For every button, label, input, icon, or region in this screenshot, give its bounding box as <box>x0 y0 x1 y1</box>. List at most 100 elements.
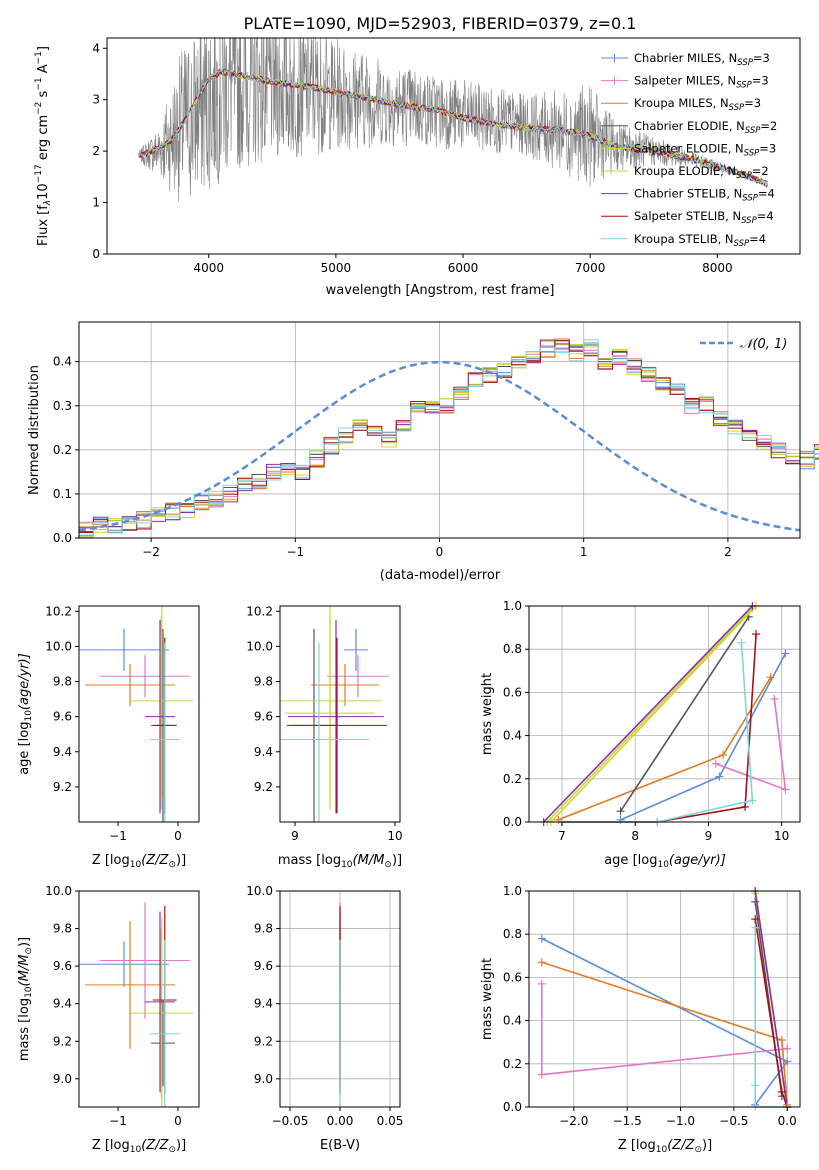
y-tick-label: 2 <box>92 144 100 158</box>
y-tick-label: 9.0 <box>53 1072 72 1086</box>
y-tick-label: 9.2 <box>53 1034 72 1048</box>
age-vs-mass-panel: 9 10 9.2 9.4 9.6 9.8 10.0 10.2 mass [log10(M/M⊙… <box>246 604 402 870</box>
y-tick-label: 0.4 <box>503 1014 522 1028</box>
normal-distribution-curve <box>78 360 801 532</box>
legend-label: Kroupa MILES, NSSP=3 <box>634 96 761 113</box>
legend-label-value: =2 <box>760 119 777 133</box>
y-tick-label: 9.6 <box>254 710 273 724</box>
legend-label: Salpeter STELIB, NSSP=4 <box>634 209 774 226</box>
y-tick-label: 10.2 <box>246 604 273 618</box>
legend-label-sub: SSP <box>741 216 757 226</box>
x-tick-label: 5000 <box>321 261 352 275</box>
x-tick-label: 4000 <box>193 261 224 275</box>
x-tick-label: 0.0 <box>778 1114 797 1128</box>
legend-label-value: =4 <box>757 209 774 223</box>
weight-line-chabrier-stelib <box>754 890 788 1108</box>
y-tick-label: 10.0 <box>246 884 273 898</box>
x-tick-label: 6000 <box>448 261 479 275</box>
x-tick-label: −1.0 <box>666 1114 695 1128</box>
mass-vs-Z-x-label: Z [log10(Z/Z⊙)] <box>92 1138 186 1155</box>
legend-label: Chabrier STELIB, NSSP=4 <box>634 187 775 204</box>
y-tick-label: 10.0 <box>45 884 72 898</box>
legend-label-value: =3 <box>744 96 761 110</box>
legend-label-value: =3 <box>752 74 769 88</box>
weight-vs-Z-frame <box>528 890 801 1108</box>
y-tick-label: 0.2 <box>503 772 522 786</box>
mass-vs-EBV-x-label: E(B-V) <box>320 1138 360 1153</box>
x-tick-label: 7 <box>558 829 566 843</box>
y-tick-label: 1.0 <box>503 599 522 613</box>
age-vs-Z-y-label: age [log10(age/yr)] <box>17 653 34 775</box>
y-tick-label: 0.4 <box>503 729 522 743</box>
spectrum-axes-frame <box>106 37 801 255</box>
legend-label-name: Kroupa STELIB, N <box>634 232 734 246</box>
legend-label: Chabrier ELODIE, NSSP=2 <box>634 119 777 136</box>
y-tick-label: 9.6 <box>53 959 72 973</box>
x-tick-label: −1 <box>109 1114 127 1128</box>
x-tick-label: 2 <box>724 545 732 559</box>
y-tick-label: 0.6 <box>503 970 522 984</box>
weight-vs-age-y-label: mass weight <box>480 673 495 755</box>
weight-line-chabrier-elodie <box>619 616 750 812</box>
y-tick-label: 9.2 <box>53 780 72 794</box>
y-tick-label: 0.8 <box>503 642 522 656</box>
y-tick-label: 1.0 <box>503 884 522 898</box>
y-tick-label: 3 <box>92 93 100 107</box>
age-vs-Z-x-label: Z [log10(Z/Z⊙)] <box>92 853 186 870</box>
residuals-legend: 𝒩(0, 1) <box>700 337 787 352</box>
y-tick-label: 9.8 <box>53 922 72 936</box>
weight-vs-Z-y-label: mass weight <box>480 958 495 1040</box>
x-tick-label: −0.5 <box>719 1114 748 1128</box>
data-spectrum-line <box>138 38 769 202</box>
legend-label-value: =4 <box>749 232 766 246</box>
legend-label-name: Chabrier MILES, N <box>634 51 737 65</box>
residual-hist-kroupa-stelib <box>78 339 819 538</box>
x-tick-label: 1 <box>580 545 588 559</box>
weight-vs-Z-x-label: Z [log10(Z/Z⊙)] <box>618 1138 712 1155</box>
residuals-x-label: (data-model)/error <box>380 568 501 583</box>
x-tick-label: 7000 <box>575 261 606 275</box>
legend-label-sub: SSP <box>745 126 761 136</box>
y-tick-label: 1 <box>92 196 100 210</box>
legend-label-value: =3 <box>759 141 776 155</box>
weight-line-salpeter-elodie <box>550 605 757 823</box>
x-tick-label: 10 <box>387 829 402 843</box>
y-tick-label: 9.8 <box>254 922 273 936</box>
normal-legend-label: 𝒩(0, 1) <box>740 337 787 352</box>
y-tick-label: 10.0 <box>246 639 273 653</box>
y-tick-label: 4 <box>92 41 100 55</box>
residual-hist-salpeter-elodie <box>78 340 819 538</box>
legend-label-value: =3 <box>753 51 770 65</box>
y-tick-label: 9.2 <box>254 1034 273 1048</box>
x-tick-label: −2.0 <box>559 1114 588 1128</box>
legend-label-sub: SSP <box>736 171 752 181</box>
y-tick-label: 9.0 <box>254 1072 273 1086</box>
y-tick-label: 9.8 <box>254 675 273 689</box>
age-vs-mass-frame <box>279 605 401 823</box>
x-tick-label: 9 <box>291 829 299 843</box>
legend-label-sub: SSP <box>742 194 758 204</box>
x-tick-label: 0.05 <box>377 1114 404 1128</box>
legend-label: Salpeter ELODIE, NSSP=3 <box>634 141 776 158</box>
residuals-panel: −2 −1 0 1 2 0.0 0.1 0.2 0.3 0.4 (data-model)/erro… <box>27 321 819 583</box>
weight-vs-age-frame <box>528 605 801 823</box>
y-tick-label: 9.4 <box>254 745 273 759</box>
legend-label-value: =4 <box>758 187 775 201</box>
y-tick-label: 0.0 <box>503 815 522 829</box>
mass-vs-Z-y-label: mass [log10(M/M⊙)] <box>17 937 34 1061</box>
y-tick-label: 0.0 <box>53 531 72 545</box>
x-tick-label: 0 <box>174 829 182 843</box>
x-tick-label: 10 <box>774 829 789 843</box>
x-tick-label: −1 <box>286 545 304 559</box>
age-vs-Z-frame <box>78 605 200 823</box>
legend-label-sub: SSP <box>744 148 760 158</box>
y-tick-label: 9.2 <box>254 780 273 794</box>
legend-label: Kroupa ELODIE, NSSP=2 <box>634 164 769 181</box>
age-vs-Z-panel: −1 09.29.49.69.810.010.2 Z [log10(Z/Z⊙)] … <box>17 604 200 870</box>
x-tick-label: 0.00 <box>327 1114 354 1128</box>
y-tick-label: 9.4 <box>53 745 72 759</box>
mass-vs-Z-panel: −1 0 9.0 9.2 9.4 9.6 9.8 10.0 Z [log10(Z/Z⊙)] m… <box>17 884 200 1155</box>
age-vs-mass-x-label: mass [log10(M/M⊙)] <box>278 853 402 870</box>
y-tick-label: 0.2 <box>53 443 72 457</box>
legend-label: Kroupa STELIB, NSSP=4 <box>634 232 766 249</box>
